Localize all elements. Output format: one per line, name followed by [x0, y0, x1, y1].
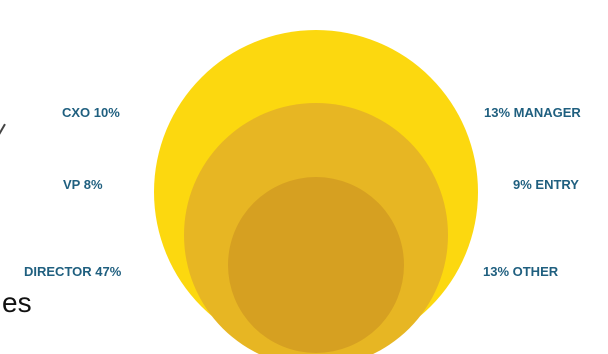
label-vp: VP 8%	[63, 177, 103, 192]
label-other: 13% OTHER	[483, 264, 559, 279]
label-cxo: CXO 10%	[62, 105, 120, 120]
cropped-text-fragment: es	[2, 287, 32, 318]
label-manager: 13% MANAGER	[484, 105, 581, 120]
inner-circle	[228, 177, 404, 353]
label-entry: 9% ENTRY	[513, 177, 579, 192]
label-director: DIRECTOR 47%	[24, 264, 122, 279]
